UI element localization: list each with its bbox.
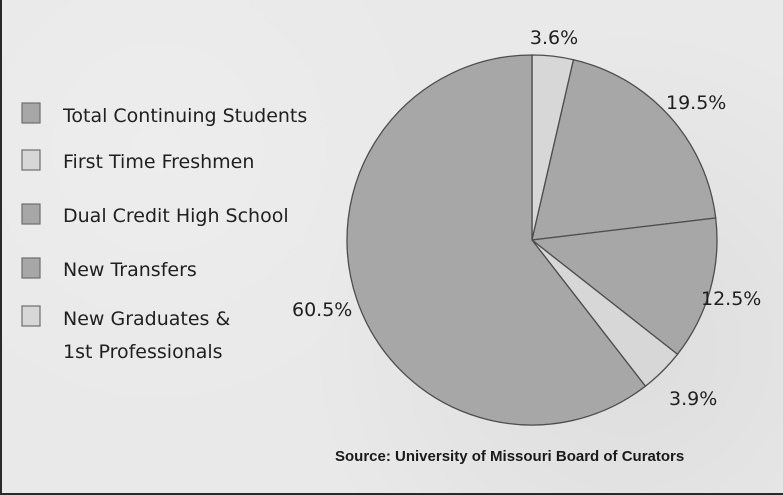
slice-value-label: 19.5% [666,92,726,114]
slice-value-label: 12.5% [701,288,761,310]
slice-labels: 3.6% 19.5% 12.5% 3.9% 60.5% [292,27,761,410]
legend-swatch [21,305,41,327]
legend-label: Dual Credit High School [63,205,289,227]
legend-swatch [21,149,41,171]
slice-value-label: 60.5% [292,299,352,321]
slice-value-label: 3.9% [669,388,717,410]
legend-label: New Graduates & 1st Professionals [63,308,230,363]
pie-slice [531,58,717,241]
legend-swatch [21,257,41,279]
legend-swatch [21,203,41,225]
legend-label: Total Continuing Students [62,105,307,127]
pie-slice [346,54,647,426]
legend-label: First Time Freshmen [63,151,254,173]
source-text: Source: University of Missouri Board of … [335,448,684,465]
slice-value-label: 3.6% [530,27,578,49]
pie-slice [530,217,718,356]
legend-label: New Transfers [63,259,197,281]
pie [346,54,718,426]
legend-swatch [21,102,41,124]
legend: Total Continuing Students First Time Fres… [21,102,307,363]
